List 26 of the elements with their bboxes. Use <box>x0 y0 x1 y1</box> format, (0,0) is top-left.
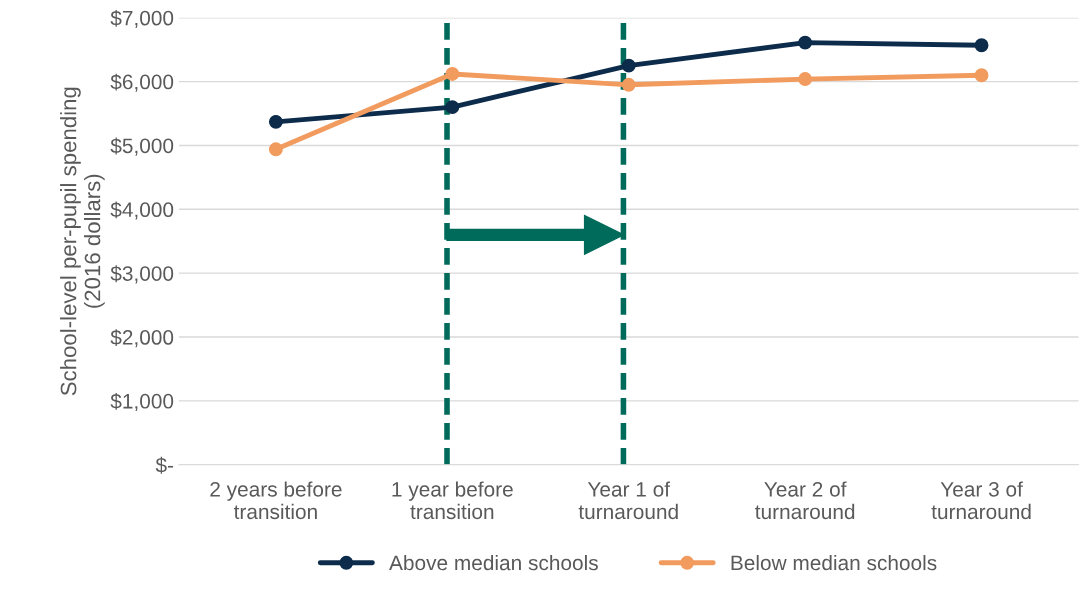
point <box>621 58 636 73</box>
x-tick-label: 2 years before transition <box>210 481 342 520</box>
y-tick-label: $3,000 <box>110 265 174 284</box>
x-tick-label: 1 year before transition <box>392 481 513 520</box>
point <box>445 67 460 81</box>
legend-label: Above median schools <box>389 554 598 571</box>
y-tick-label: $1,000 <box>110 392 174 412</box>
point <box>268 142 283 157</box>
point <box>798 35 813 50</box>
y-axis-title: School-level per-pupil spending (2016 dollars) <box>60 87 105 396</box>
y-tick-label: $- <box>155 456 174 474</box>
x-tick-label: Year 3 of turnaround <box>931 481 1031 520</box>
legend-label: Below median schools <box>731 554 937 571</box>
y-tick-label: $4,000 <box>110 201 174 220</box>
point <box>621 77 636 92</box>
y-tick-label: $2,000 <box>110 329 174 348</box>
y-tick-label: $5,000 <box>110 137 174 156</box>
y-tick-label: $6,000 <box>110 73 174 92</box>
point <box>268 114 283 129</box>
x-tick-label: Year 2 of turnaround <box>755 481 855 520</box>
point <box>974 68 989 83</box>
point <box>974 38 989 53</box>
x-tick-label: Year 1 of turnaround <box>578 481 678 520</box>
point <box>798 72 813 87</box>
point <box>445 100 460 115</box>
y-tick-label: $7,000 <box>110 9 174 28</box>
